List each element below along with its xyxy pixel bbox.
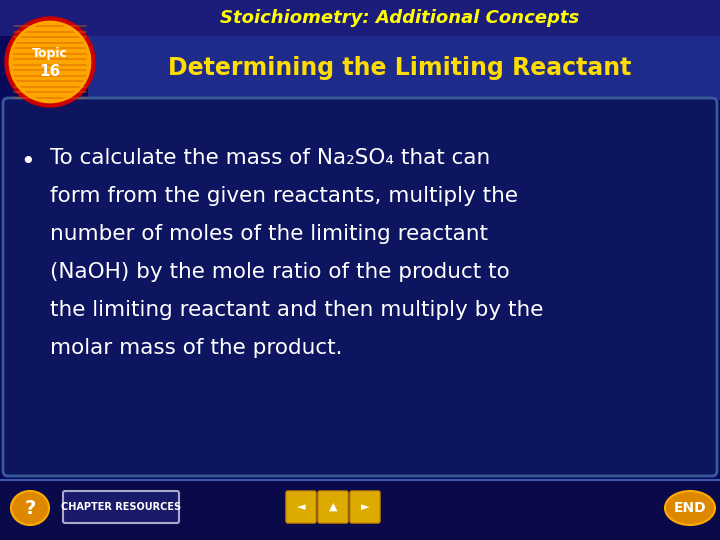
FancyBboxPatch shape [0,480,720,540]
FancyBboxPatch shape [88,36,720,100]
FancyBboxPatch shape [286,491,316,523]
Text: number of moles of the limiting reactant: number of moles of the limiting reactant [50,224,488,244]
Text: 16: 16 [40,64,60,78]
Ellipse shape [10,22,90,102]
Text: ►: ► [361,502,369,512]
FancyBboxPatch shape [3,98,717,476]
Text: Determining the Limiting Reactant: Determining the Limiting Reactant [168,56,631,80]
Ellipse shape [5,17,95,107]
Text: ◄: ◄ [297,502,305,512]
Text: Topic: Topic [32,46,68,59]
FancyBboxPatch shape [0,0,720,36]
Text: (NaOH) by the mole ratio of the product to: (NaOH) by the mole ratio of the product … [50,262,510,282]
Ellipse shape [665,491,715,525]
Text: END: END [674,501,706,515]
Text: •: • [21,150,35,174]
FancyBboxPatch shape [63,491,179,523]
Text: ?: ? [24,498,36,517]
Text: ▲: ▲ [329,502,337,512]
Text: CHAPTER RESOURCES: CHAPTER RESOURCES [61,502,181,512]
Text: Stoichiometry: Additional Concepts: Stoichiometry: Additional Concepts [220,9,580,27]
Ellipse shape [11,491,49,525]
FancyBboxPatch shape [350,491,380,523]
Text: To calculate the mass of Na₂SO₄ that can: To calculate the mass of Na₂SO₄ that can [50,148,490,168]
Text: form from the given reactants, multiply the: form from the given reactants, multiply … [50,186,518,206]
FancyBboxPatch shape [318,491,348,523]
Text: the limiting reactant and then multiply by the: the limiting reactant and then multiply … [50,300,544,320]
Text: molar mass of the product.: molar mass of the product. [50,338,343,358]
